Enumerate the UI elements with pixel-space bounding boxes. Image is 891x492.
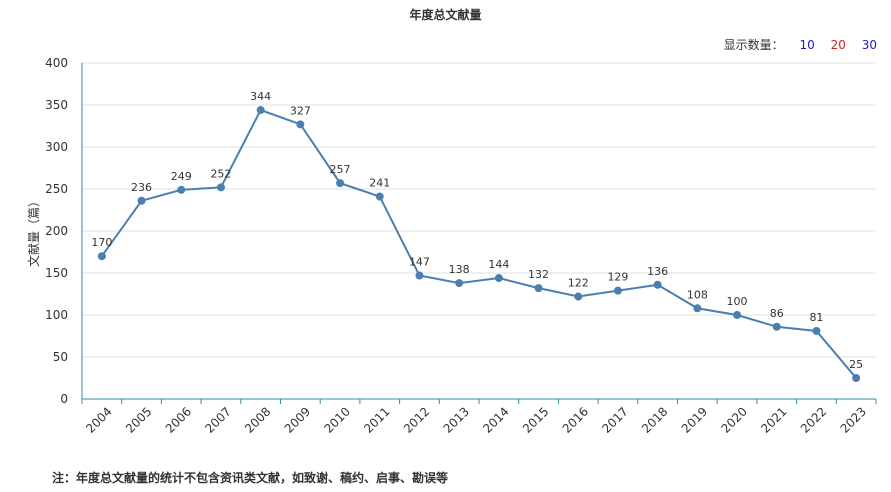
data-label: 344 bbox=[250, 90, 271, 103]
x-tick-label: 2020 bbox=[718, 404, 749, 435]
data-point bbox=[375, 192, 384, 201]
x-tick-label: 2012 bbox=[401, 404, 432, 435]
data-label: 138 bbox=[449, 263, 470, 276]
data-point bbox=[574, 292, 583, 301]
data-label: 170 bbox=[91, 236, 112, 249]
data-label: 136 bbox=[647, 265, 668, 278]
data-point bbox=[693, 304, 702, 313]
x-tick-label: 2010 bbox=[321, 404, 352, 435]
data-label: 249 bbox=[171, 170, 192, 183]
x-tick-label: 2013 bbox=[441, 404, 472, 435]
data-label: 252 bbox=[210, 167, 231, 180]
data-label: 327 bbox=[290, 104, 311, 117]
data-label: 86 bbox=[770, 307, 784, 320]
y-tick-label: 150 bbox=[45, 266, 68, 280]
data-label: 81 bbox=[809, 311, 823, 324]
data-label: 122 bbox=[568, 277, 589, 290]
y-tick-label: 0 bbox=[60, 392, 68, 406]
data-point bbox=[534, 284, 543, 293]
data-point bbox=[415, 271, 424, 280]
x-tick-label: 2022 bbox=[798, 404, 829, 435]
data-point bbox=[852, 374, 861, 382]
count-option-30[interactable]: 30 bbox=[861, 38, 877, 52]
data-label: 100 bbox=[727, 295, 748, 308]
data-label: 25 bbox=[849, 358, 863, 371]
series-line bbox=[101, 108, 857, 379]
y-tick-label: 400 bbox=[45, 56, 68, 70]
x-tick-label: 2014 bbox=[480, 404, 511, 435]
x-tick-label: 2007 bbox=[202, 404, 233, 435]
data-label: 147 bbox=[409, 256, 430, 269]
data-label: 236 bbox=[131, 181, 152, 194]
x-tick-label: 2019 bbox=[679, 404, 710, 435]
x-tick-label: 2021 bbox=[758, 404, 789, 435]
data-label: 144 bbox=[488, 258, 509, 271]
data-point bbox=[613, 286, 622, 295]
x-tick-label: 2017 bbox=[599, 404, 630, 435]
chart-title: 年度总文献量 bbox=[409, 8, 482, 22]
data-label: 257 bbox=[330, 163, 351, 176]
display-count-control: 显示数量： 10 20 30 bbox=[724, 36, 877, 53]
x-tick-label: 2005 bbox=[123, 404, 154, 435]
data-point bbox=[97, 252, 106, 261]
data-point bbox=[137, 196, 146, 205]
y-tick-label: 350 bbox=[45, 98, 68, 112]
data-label: 241 bbox=[369, 177, 390, 190]
data-point bbox=[256, 106, 265, 115]
x-tick-label: 2023 bbox=[838, 404, 869, 435]
data-point bbox=[653, 280, 662, 289]
data-label: 129 bbox=[607, 271, 628, 284]
data-point bbox=[733, 311, 742, 319]
y-tick-label: 300 bbox=[45, 140, 68, 154]
y-tick-label: 50 bbox=[53, 350, 68, 364]
count-option-10[interactable]: 10 bbox=[799, 38, 815, 52]
data-point bbox=[336, 179, 345, 188]
data-point bbox=[455, 279, 464, 288]
data-point bbox=[494, 274, 503, 283]
x-tick-label: 2016 bbox=[560, 404, 591, 435]
x-tick-label: 2011 bbox=[361, 404, 392, 435]
y-tick-label: 100 bbox=[45, 308, 68, 322]
count-option-20[interactable]: 20 bbox=[830, 38, 846, 52]
y-tick-label: 200 bbox=[45, 224, 68, 238]
x-tick-label: 2015 bbox=[520, 404, 551, 435]
data-point bbox=[177, 185, 186, 194]
x-tick-label: 2006 bbox=[163, 404, 194, 435]
data-label: 108 bbox=[687, 288, 708, 301]
y-tick-label: 250 bbox=[45, 182, 68, 196]
x-tick-label: 2018 bbox=[639, 404, 670, 435]
data-point bbox=[812, 326, 821, 335]
data-point bbox=[772, 322, 781, 331]
data-point bbox=[216, 183, 225, 192]
x-tick-label: 2004 bbox=[83, 404, 114, 435]
data-label: 132 bbox=[528, 268, 549, 281]
x-tick-label: 2008 bbox=[242, 404, 273, 435]
data-point bbox=[296, 120, 305, 129]
x-tick-label: 2009 bbox=[282, 404, 313, 435]
display-count-label: 显示数量： bbox=[723, 38, 784, 52]
y-axis-label: 文献量（篇） bbox=[26, 195, 41, 267]
footnote: 注：年度总文献量的统计不包含资讯类文献，如致谢、稿约、启事、勘误等 bbox=[52, 471, 449, 485]
